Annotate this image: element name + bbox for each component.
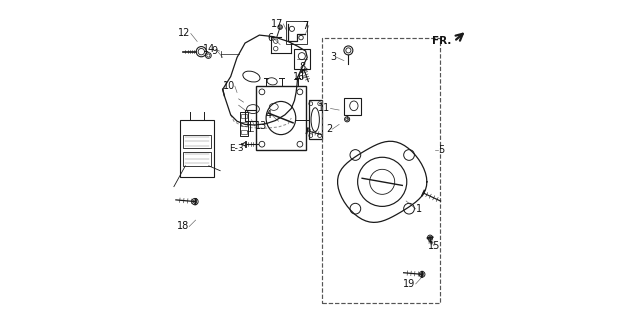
Text: 1: 1	[416, 204, 422, 214]
Bar	[321, 38, 440, 303]
Text: 4: 4	[266, 110, 271, 120]
Bar	[184, 152, 211, 166]
Text: 19: 19	[403, 279, 416, 289]
Text: 15: 15	[428, 241, 440, 251]
Text: FR.: FR.	[432, 36, 451, 47]
Text: 10: 10	[223, 81, 235, 91]
Bar	[294, 49, 310, 69]
Text: 18: 18	[177, 221, 189, 232]
Text: 16: 16	[293, 71, 306, 82]
Text: 13: 13	[255, 121, 267, 131]
Text: E-3: E-3	[229, 144, 244, 153]
Bar	[241, 114, 247, 118]
Text: 2: 2	[326, 124, 332, 134]
Text: 12: 12	[179, 28, 191, 39]
Bar	[180, 120, 214, 177]
Text: 8: 8	[300, 62, 306, 72]
Text: 6: 6	[268, 33, 274, 43]
Text: 7: 7	[303, 20, 309, 31]
Text: 9: 9	[211, 46, 218, 56]
Bar	[308, 100, 322, 139]
Bar	[239, 112, 248, 136]
Bar	[344, 98, 360, 115]
Bar	[241, 122, 247, 126]
Bar	[241, 130, 247, 134]
Bar	[256, 86, 306, 150]
Bar	[184, 135, 211, 148]
Text: 17: 17	[271, 19, 284, 29]
Text: 3: 3	[331, 52, 337, 63]
Bar	[285, 21, 307, 44]
Text: 11: 11	[318, 103, 330, 114]
Text: 14: 14	[204, 44, 216, 55]
Text: 5: 5	[438, 145, 444, 155]
